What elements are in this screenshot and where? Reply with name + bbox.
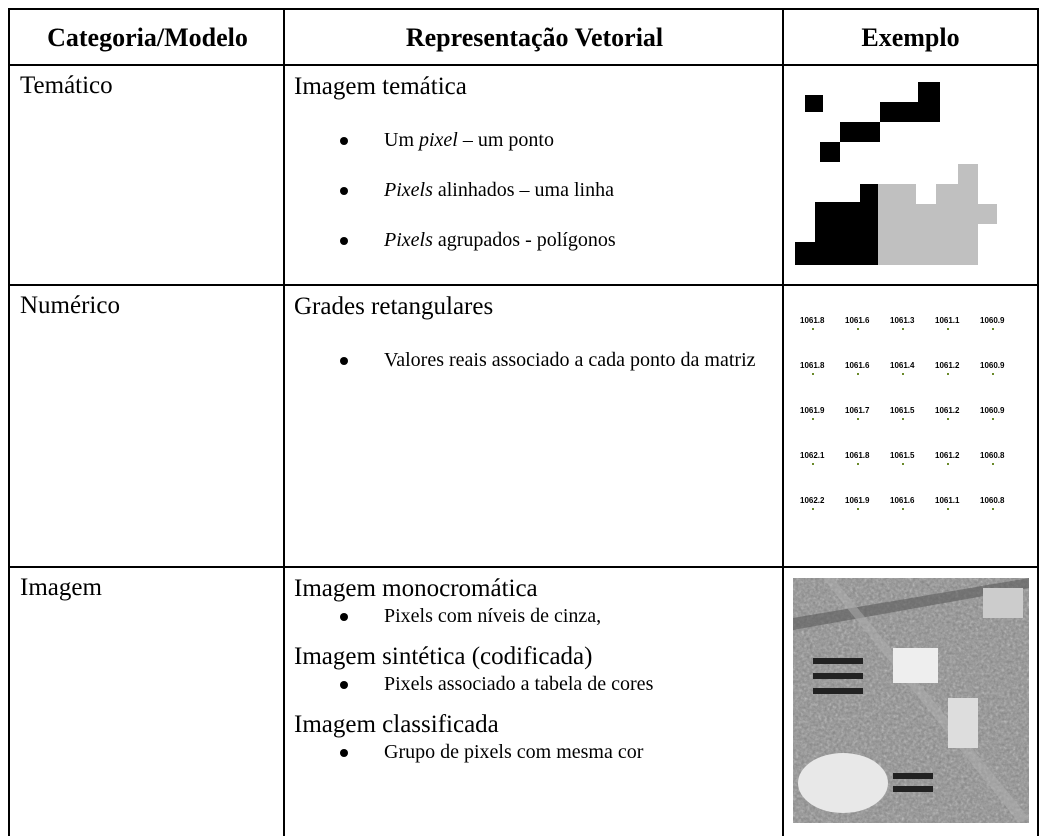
bullet-item: Um pixel – um ponto	[340, 128, 776, 152]
grid-value: 1061.9	[800, 406, 825, 415]
header-cell: Exemplo	[782, 8, 1039, 66]
grid-point	[857, 328, 859, 330]
block: Grades retangulares Valores reais associa…	[294, 292, 776, 372]
grid-point	[902, 508, 904, 510]
grid-point	[812, 328, 814, 330]
grid-value: 1061.1	[935, 496, 960, 505]
representation-cell: Imagem temática Um pixel – um ponto Pixels…	[283, 64, 784, 286]
grid-point	[947, 328, 949, 330]
bullet-list: Um pixel – um ponto Pixels alinhados – um…	[294, 128, 776, 252]
text-run: Pixels associado a tabela de cores	[384, 673, 654, 695]
text-run: Valores reais associado a cada ponto da …	[384, 349, 756, 371]
grid-value: 1060.9	[980, 361, 1005, 370]
grid-value: 1061.5	[890, 406, 915, 415]
grid-point	[812, 508, 814, 510]
text-run: alinhados – uma linha	[432, 179, 614, 201]
grid-point	[992, 328, 994, 330]
bullet-item: Pixels alinhados – uma linha	[340, 178, 776, 202]
example-cell: 1061.8 1061.6 1061.3 1061.1 1060.9 1061.8 1061…	[782, 284, 1039, 568]
bullet-item: Pixels com níveis de cinza,	[340, 604, 776, 628]
grid-value: 1061.4	[890, 361, 915, 370]
grid-value: 1061.2	[935, 451, 960, 460]
grid-point	[902, 463, 904, 465]
grid-value: 1061.6	[890, 496, 915, 505]
text-run: – um ponto	[457, 129, 554, 151]
grid-point	[947, 373, 949, 375]
bullet-list: Grupo de pixels com mesma cor	[294, 740, 776, 764]
grid-point	[947, 463, 949, 465]
bullet-list: Valores reais associado a cada ponto da …	[294, 348, 776, 372]
grid-value: 1061.5	[890, 451, 915, 460]
grid-value: 1060.8	[980, 496, 1005, 505]
grid-value: 1061.9	[845, 496, 870, 505]
example-cell	[782, 566, 1039, 836]
grid-point	[902, 328, 904, 330]
grid-point	[902, 373, 904, 375]
aerial-photo	[793, 578, 1029, 823]
category-cell: Numérico	[8, 284, 285, 568]
header-cell: Representação Vetorial	[283, 8, 784, 66]
thematic-example	[795, 82, 997, 265]
grid-value: 1061.2	[935, 406, 960, 415]
grid-value: 1061.8	[845, 451, 870, 460]
grid-value: 1060.9	[980, 406, 1005, 415]
representation-cell: Imagem monocromática Pixels com níveis de…	[283, 566, 784, 836]
block: Imagem monocromática Pixels com níveis de…	[294, 574, 776, 628]
header-cell: Categoria/Modelo	[8, 8, 285, 66]
grid-value: 1061.8	[800, 361, 825, 370]
text-run: Um	[384, 129, 419, 151]
text-run: agrupados - polígonos	[432, 229, 616, 251]
text-run: Pixels	[384, 179, 433, 201]
grid-value: 1060.9	[980, 316, 1005, 325]
block-title: Imagem classificada	[294, 711, 499, 738]
grid-point	[812, 373, 814, 375]
bullet-item: Pixels associado a tabela de cores	[340, 672, 776, 696]
block: Imagem sintética (codificada) Pixels asso…	[294, 642, 776, 696]
grid-point	[947, 508, 949, 510]
bullet-list: Pixels associado a tabela de cores	[294, 672, 776, 696]
grid-point	[947, 418, 949, 420]
grid-point	[857, 418, 859, 420]
block: Imagem temática Um pixel – um ponto Pixels…	[294, 72, 776, 252]
grid-value: 1061.7	[845, 406, 870, 415]
bullet-list: Pixels com níveis de cinza,	[294, 604, 776, 628]
block-title: Imagem temática	[294, 73, 467, 100]
grid-point	[857, 463, 859, 465]
bullet-item: Pixels agrupados - polígonos	[340, 228, 776, 252]
text-run: Grupo de pixels com mesma cor	[384, 741, 644, 763]
block: Imagem classificada Grupo de pixels com m…	[294, 710, 776, 764]
block-title: Imagem monocromática	[294, 575, 538, 602]
grid-value: 1061.6	[845, 361, 870, 370]
grid-point	[857, 508, 859, 510]
grid-value: 1062.1	[800, 451, 825, 460]
block-title: Imagem sintética (codificada)	[294, 643, 593, 670]
category-cell: Temático	[8, 64, 285, 286]
grid-point	[902, 418, 904, 420]
grid-value: 1061.8	[800, 316, 825, 325]
grid-point	[992, 418, 994, 420]
grid-value: 1061.3	[890, 316, 915, 325]
category-cell: Imagem	[8, 566, 285, 836]
grid-point	[812, 463, 814, 465]
text-run: Pixels com níveis de cinza,	[384, 605, 602, 627]
grid-value: 1061.2	[935, 361, 960, 370]
grid-point	[857, 373, 859, 375]
block-title: Grades retangulares	[294, 293, 494, 320]
representation-cell: Grades retangulares Valores reais associa…	[283, 284, 784, 568]
grid-point	[812, 418, 814, 420]
text-run: Pixels	[384, 229, 433, 251]
bullet-item: Valores reais associado a cada ponto da …	[340, 348, 776, 372]
bullet-item: Grupo de pixels com mesma cor	[340, 740, 776, 764]
grid-point	[992, 373, 994, 375]
grid-value: 1060.8	[980, 451, 1005, 460]
grid-value: 1062.2	[800, 496, 825, 505]
grid-point	[992, 463, 994, 465]
text-run: pixel	[419, 129, 458, 151]
example-cell	[782, 64, 1039, 286]
grid-value: 1061.1	[935, 316, 960, 325]
grid-point	[992, 508, 994, 510]
grid-value: 1061.6	[845, 316, 870, 325]
